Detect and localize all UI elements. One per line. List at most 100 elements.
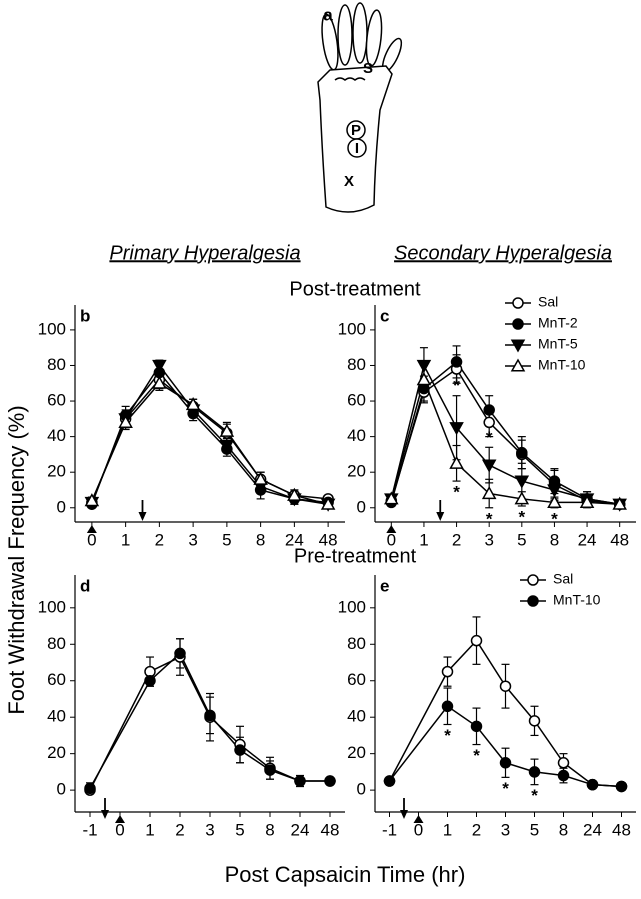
x-tick-label: 1 <box>443 820 452 839</box>
data-point <box>615 780 628 793</box>
x-tick-label: 5 <box>530 820 539 839</box>
data-point <box>483 416 495 429</box>
legend-marker <box>510 339 526 353</box>
data-point <box>528 715 541 727</box>
data-point <box>514 475 530 489</box>
significance-star: * <box>453 376 460 395</box>
panel-label: e <box>380 576 389 595</box>
data-point <box>547 494 562 508</box>
x-tick-label: 1 <box>419 530 428 549</box>
y-tick-label: 0 <box>357 780 366 799</box>
x-tick-label: 3 <box>501 820 510 839</box>
data-point <box>152 375 167 389</box>
y-tick-label: 20 <box>347 462 366 481</box>
x-tick-label: 24 <box>583 820 602 839</box>
y-tick-label: 40 <box>47 426 66 445</box>
y-tick-label: 40 <box>347 426 366 445</box>
data-point <box>320 496 336 510</box>
y-tick-label: 20 <box>47 462 66 481</box>
significance-star: * <box>531 786 538 805</box>
data-point <box>416 372 432 386</box>
x-tick-label: 8 <box>265 820 274 839</box>
y-tick-label: 80 <box>47 634 66 653</box>
x-tick-label: -1 <box>82 820 97 839</box>
x-tick-label: 0 <box>387 530 396 549</box>
panel-label: b <box>80 306 90 325</box>
x-tick-label: 5 <box>517 530 526 549</box>
x-tick-label: 5 <box>222 530 231 549</box>
significance-star: * <box>486 509 493 528</box>
x-tick-label: 48 <box>321 820 340 839</box>
series-line <box>91 371 329 505</box>
data-point <box>514 491 530 505</box>
x-tick-label: 8 <box>256 530 265 549</box>
series-line <box>390 377 620 505</box>
legend-marker <box>512 318 524 330</box>
y-tick-label: 100 <box>338 597 366 616</box>
y-tick-label: 0 <box>357 497 366 516</box>
x-tick-label: 2 <box>155 530 164 549</box>
significance-star: * <box>519 444 526 463</box>
data-point <box>144 674 156 687</box>
data-point <box>84 493 100 507</box>
data-point <box>384 491 399 505</box>
legend-label: MnT-2 <box>538 315 578 331</box>
data-point <box>234 744 246 756</box>
y-tick-label: 40 <box>347 707 366 726</box>
data-point <box>264 764 276 776</box>
x-tick-label: 48 <box>319 530 338 549</box>
legend-marker <box>527 574 539 586</box>
data-point <box>441 665 454 678</box>
data-point <box>528 766 541 778</box>
data-point <box>557 757 570 769</box>
data-point <box>204 709 216 722</box>
series-line <box>91 382 329 505</box>
x-tick-label: 3 <box>205 820 214 839</box>
data-point <box>586 778 599 791</box>
treatment-arrow-head <box>101 810 109 819</box>
data-point <box>416 359 432 374</box>
y-tick-label: 60 <box>47 670 66 689</box>
row-title: Post-treatment <box>289 278 421 300</box>
x-tick-label: 2 <box>175 820 184 839</box>
data-point <box>185 397 201 411</box>
data-point <box>612 496 627 510</box>
data-point <box>84 782 96 795</box>
data-point <box>516 446 528 459</box>
site-label: X <box>344 173 354 190</box>
y-tick-label: 100 <box>38 597 66 616</box>
legend-label: Sal <box>553 571 573 587</box>
significance-star: * <box>519 507 526 526</box>
data-point <box>450 356 463 368</box>
data-point <box>174 647 186 660</box>
x-tick-label: 2 <box>472 820 481 839</box>
treatment-arrow-head <box>400 810 408 819</box>
treatment-arrow-head <box>436 512 445 521</box>
significance-star: * <box>551 509 558 528</box>
data-point <box>579 494 595 508</box>
y-tick-label: 80 <box>47 355 66 374</box>
x-tick-label: 48 <box>610 530 629 549</box>
significance-star: * <box>444 726 451 745</box>
x-tick-label: 2 <box>452 530 461 549</box>
data-point <box>470 720 483 733</box>
legend-marker <box>527 595 539 607</box>
data-point <box>383 775 396 787</box>
series-line <box>388 639 622 788</box>
legend-label: MnT-10 <box>553 592 601 608</box>
y-tick-label: 60 <box>347 391 366 410</box>
y-tick-label: 20 <box>347 743 366 762</box>
legend-label: Sal <box>538 294 558 310</box>
significance-star: * <box>486 428 493 447</box>
y-tick-label: 0 <box>57 497 66 516</box>
data-point <box>253 471 268 485</box>
data-point <box>118 414 133 428</box>
significance-star: * <box>502 779 509 798</box>
data-point <box>287 487 302 501</box>
data-point <box>481 485 497 500</box>
data-point <box>483 404 495 416</box>
series-line <box>91 378 329 503</box>
legend-marker <box>510 358 526 372</box>
data-point <box>152 359 167 374</box>
data-point <box>499 680 512 692</box>
